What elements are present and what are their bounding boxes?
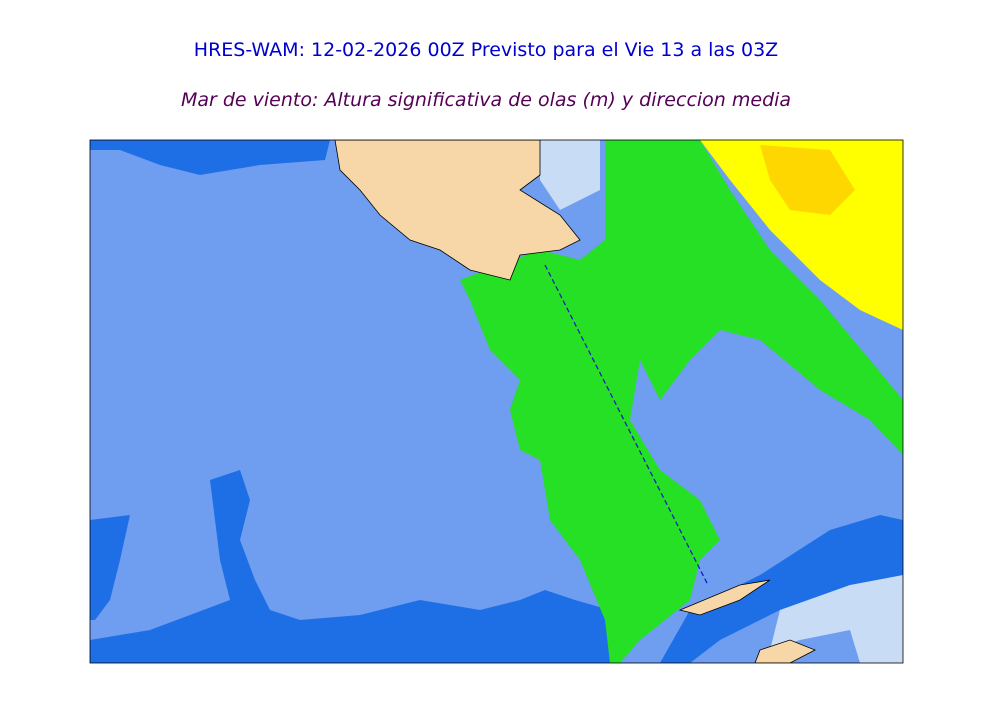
title: HRES-WAM: 12-02-2026 00Z Previsto para e… [194,39,778,61]
zone-low [540,140,600,210]
land [334,140,581,281]
map [90,140,903,663]
zone-high [90,470,620,663]
zone-high [660,515,903,663]
land [678,579,771,616]
zone-high [90,515,130,620]
zone-low [770,575,903,663]
zone-moderate [460,140,903,663]
subtitle: Mar de viento: Altura significativa de o… [181,89,791,111]
zone-very-rough [760,145,855,215]
map-frame [89,139,904,664]
land [754,639,816,663]
boundary-line [544,264,709,586]
zone-high [90,140,330,175]
